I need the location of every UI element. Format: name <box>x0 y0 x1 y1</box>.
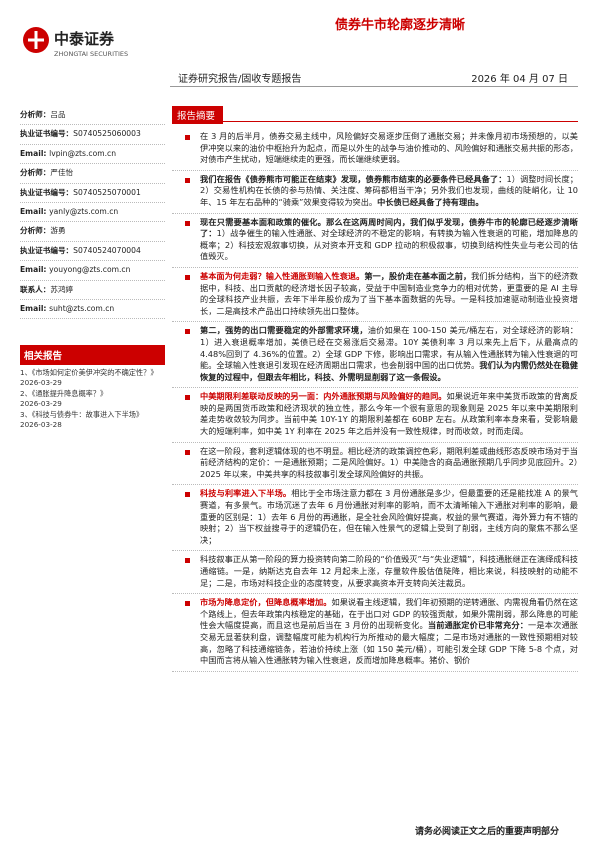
text-run: 第一，股价走在基本面之前， <box>364 270 472 281</box>
text-run: 1）战争催生的输入性通胀、对全球经济的不稳定的影响，有转换为输入性衰退的可能，增… <box>200 228 578 262</box>
contact-value: S0740524070004 <box>73 245 141 255</box>
text-run: 在 3 月的后半月，债券交易主线中，风险偏好交易逐步压倒了通胀交易；并未像月初市… <box>200 131 578 165</box>
contact-value: S0740525070001 <box>73 187 141 197</box>
text-run: 油价如果在 100-150 美元/桶左右，对全球经济的影响：1）进入衰退概率增加… <box>200 325 578 371</box>
summary-title: 报告摘要 <box>172 106 224 124</box>
contact-value: S0740525060003 <box>73 129 141 139</box>
text-run: 如果说看主线逻辑，我们年初预期的逆转通胀、内需视角看仍然在这个路线上，但去年政策… <box>200 597 578 631</box>
contact-row: 联系人：苏鸿婷 <box>20 281 165 300</box>
text-run: 相比于全市场注意力都在 3 月份通胀是多少，但最重要的还是能找准 A 的景气赛道… <box>200 488 578 545</box>
contact-row: 执业证书编号：S0740525060003 <box>20 125 165 145</box>
text-run: 1）调整时间长度；2）交易性机构在长债的参与热情、关注度、筹码都相当干净；另外我… <box>200 173 578 207</box>
paragraph: 在这一阶段，套利逻辑体现的也不明显。相比经济的政策调控色彩，期限利差或曲线形态反… <box>172 443 578 486</box>
text-run: 我们在报告《债券熊市可能正在结束》发现，债券熊市结束的必要条件已经具备了： <box>200 173 507 184</box>
paragraph: 基本面为何走弱？输入性通胀到输入性衰退。第一，股价走在基本面之前，我们拆分结构，… <box>172 268 578 323</box>
paragraph: 中美期限利差联动反映的另一面：内外通胀预期与风险偏好的趋同。如果说近年来中美货币… <box>172 388 578 443</box>
summary: 报告摘要 在 3 月的后半月，债券交易主线中，风险偏好交易逐步压倒了通胀交易；并… <box>172 104 578 672</box>
meta: 证券研究报告/固收专题报告 2026 年 04 月 07 日 <box>170 68 578 87</box>
contact-value: suht@zts.com.cn <box>49 303 115 313</box>
contact-row: Email: suht@zts.com.cn <box>20 300 165 320</box>
contact-label: Email: <box>20 206 50 216</box>
text-run: 科技叙事正从第一阶段的算力投资转向第二阶段的“价值毁灭”与“失业逻辑”，科技通胀… <box>200 554 578 588</box>
related-date: 2026-03-29 <box>20 399 62 409</box>
contact-row: Email: lvpin@zts.com.cn <box>20 145 165 165</box>
paragraph: 第二，强势的出口需要稳定的外部需求环境，油价如果在 100-150 美元/桶左右… <box>172 322 578 389</box>
contact-label: 分析师： <box>20 110 51 119</box>
contact-label: 执业证书编号： <box>20 129 74 139</box>
rule <box>172 121 578 122</box>
contact-label: 执业证书编号： <box>20 245 74 255</box>
paragraph: 科技叙事正从第一阶段的算力投资转向第二阶段的“价值毁灭”与“失业逻辑”，科技通胀… <box>172 551 578 595</box>
paragraphs: 在 3 月的后半月，债券交易主线中，风险偏好交易逐步压倒了通胀交易；并未像月初市… <box>172 128 578 672</box>
related-title: 2、《通胀提升降息概率？》 <box>20 389 108 399</box>
related-item: 1、《市场如何定价美伊冲突的不确定性？》 2026-03-29 <box>20 368 165 388</box>
contact-label: 执业证书编号： <box>20 187 74 197</box>
logo-cn: 中泰证券 <box>54 30 115 48</box>
report-type: 证券研究报告/固收专题报告 <box>178 74 302 85</box>
related-title: 3、《科技与债券牛：故事进入下半场》 <box>20 410 144 420</box>
text-run: 当前通胀定价已非常充分： <box>427 620 529 631</box>
contact-value: 严佳怡 <box>50 168 74 178</box>
contact-row: Email: youyong@zts.com.cn <box>20 261 165 281</box>
text-run: 科技与利率进入下半场。 <box>200 488 292 499</box>
contact-value: 苏鸿婷 <box>50 284 74 294</box>
related-item: 3、《科技与债券牛：故事进入下半场》 2026-03-28 <box>20 410 165 430</box>
text-run: 一是本次通胀交易无显著获利盘，调整幅度可能为机构行为所推动的最大幅度；二是市场对… <box>200 620 578 666</box>
logo: 中泰证券 ZHONGTAI SECURITIES <box>23 27 128 58</box>
text-run: 现在只需要基本面和政策的催化。那么在这两周时间内，我们似乎发现，债券牛市的轮廓已… <box>200 216 578 239</box>
text-run: 中长债已经具备了持有理由。 <box>377 196 484 207</box>
date: 2026 年 04 月 07 日 <box>471 74 568 85</box>
text-run: 在这一阶段，套利逻辑体现的也不明显。相比经济的政策调控色彩，期限利差或曲线形态反… <box>200 445 578 479</box>
contact-label: Email: <box>20 148 50 158</box>
text-run: 基本面为何走弱？输入性通胀到输入性衰退。 <box>200 270 365 281</box>
paragraph: 现在只需要基本面和政策的催化。那么在这两周时间内，我们似乎发现，债券牛市的轮廓已… <box>172 214 578 268</box>
sidebar: 分析师：吕品 执业证书编号：S0740525060003 Email: lvpin@… <box>20 106 165 431</box>
contact-value: lvpin@zts.com.cn <box>49 148 117 158</box>
contact-row: 执业证书编号：S0740524070004 <box>20 242 165 262</box>
contact-row: 执业证书编号：S0740525070001 <box>20 184 165 203</box>
contact-value: 吕品 <box>50 110 66 119</box>
related-date: 2026-03-29 <box>20 378 62 388</box>
related-list: 1、《市场如何定价美伊冲突的不确定性？》 2026-03-29 2、《通胀提升降息概… <box>20 368 165 430</box>
logo-glyph <box>28 31 44 49</box>
contact-value: youyong@zts.com.cn <box>49 265 131 275</box>
text-run: 市场为降息定价，但降息概率增加。 <box>200 597 332 608</box>
text-run: 如果说近年来中美货币政策的背离反映的是两国货币政策和经济现状的独立性，那么今年一… <box>200 391 578 437</box>
contact-row: 分析师：严佳怡 <box>20 164 165 184</box>
related-item: 2、《通胀提升降息概率？》 2026-03-29 <box>20 389 165 409</box>
contact-value: 游勇 <box>50 226 66 236</box>
contact-row: 分析师：吕品 <box>20 106 165 126</box>
title: 债券牛市轮廓逐步清晰 <box>334 18 465 33</box>
related-title: 相关报告 <box>20 345 165 366</box>
contact-row: Email: yanly@zts.com.cn <box>20 203 165 223</box>
text-run: 中美期限利差联动反映的另一面：内外通胀预期与风险偏好的趋同。 <box>200 391 447 402</box>
text-run: 我们认为内需仍然处在稳健恢复的过程中，但跟去年相比，科技、外需明显削弱了这一条假… <box>200 360 578 382</box>
paragraph: 科技与利率进入下半场。相比于全市场注意力都在 3 月份通胀是多少，但最重要的还是… <box>172 485 578 552</box>
contact-value: yanly@zts.com.cn <box>49 206 119 216</box>
contact-label: 分析师： <box>20 168 51 178</box>
related-date: 2026-03-28 <box>20 420 62 430</box>
contact-label: Email: <box>20 303 50 313</box>
contact-row: 分析师：游勇 <box>20 222 165 242</box>
contacts: 分析师：吕品 执业证书编号：S0740525060003 Email: lvpin@… <box>20 106 165 320</box>
paragraph: 我们在报告《债券熊市可能正在结束》发现，债券熊市结束的必要条件已经具备了：1）调… <box>172 171 578 214</box>
text-run: 我们拆分结构，当下的经济数据中，科技、出口贡献的经济增长因子较高，受益于中国制造… <box>200 270 578 316</box>
paragraph: 市场为降息定价，但降息概率增加。如果说看主线逻辑，我们年初预期的逆转通胀、内需视… <box>172 594 578 672</box>
contact-label: 联系人： <box>20 284 51 294</box>
footer-note: 请务必阅读正文之后的重要声明部分 <box>414 827 559 837</box>
related-title: 1、《市场如何定价美伊冲突的不确定性？》 <box>20 368 158 378</box>
paragraph: 在 3 月的后半月，债券交易主线中，风险偏好交易逐步压倒了通胀交易；并未像月初市… <box>172 128 578 171</box>
contact-label: Email: <box>20 265 50 275</box>
text-run: 第二，强势的出口需要稳定的外部需求环境， <box>200 325 368 336</box>
logo-en: ZHONGTAI SECURITIES <box>54 50 128 58</box>
contact-label: 分析师： <box>20 226 51 236</box>
